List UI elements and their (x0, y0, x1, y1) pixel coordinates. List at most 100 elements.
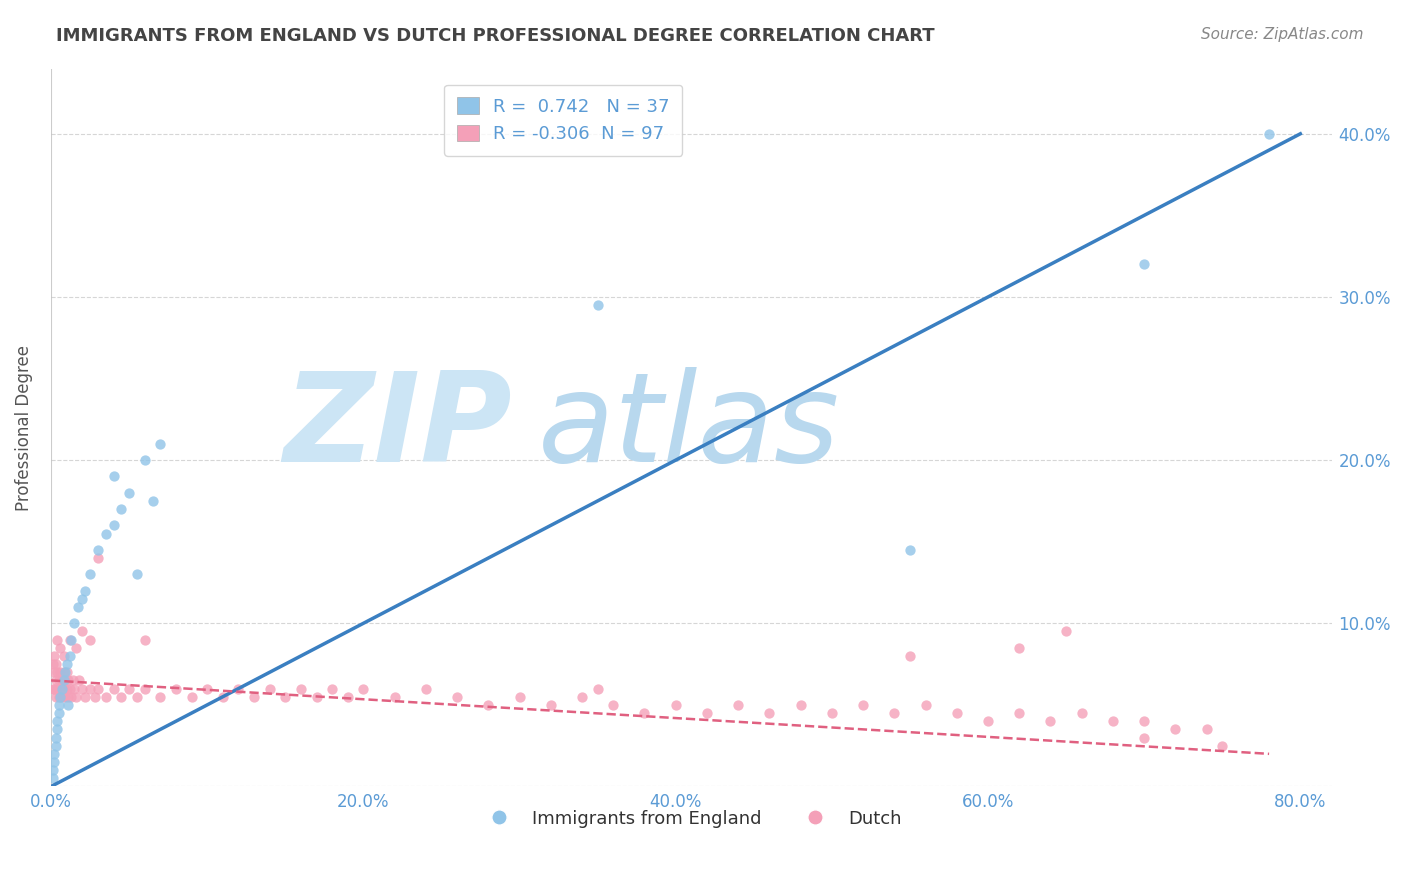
Point (59, 632, 82, 647)
Point (103, 681, 125, 696)
Point (72, 591, 94, 606)
Point (149, 690, 172, 704)
Point (45, 657, 67, 672)
Point (1133, 257, 1156, 271)
Point (67, 673, 90, 688)
Point (149, 437, 172, 451)
Point (195, 681, 218, 696)
Point (1211, 739, 1233, 753)
Point (49, 681, 72, 696)
Point (118, 485, 141, 500)
Legend: Immigrants from England, Dutch: Immigrants from England, Dutch (474, 803, 908, 835)
Point (1039, 714, 1062, 729)
Point (53, 690, 76, 704)
Point (602, 698, 624, 712)
Point (477, 698, 499, 712)
Point (58, 690, 80, 704)
Point (45, 690, 67, 704)
Point (134, 632, 156, 647)
Point (41, 657, 63, 672)
Point (321, 681, 343, 696)
Point (72, 681, 94, 696)
Point (46, 632, 69, 647)
Point (883, 706, 905, 720)
Point (1102, 714, 1125, 729)
Point (55, 657, 77, 672)
Point (62, 673, 84, 688)
Point (65, 690, 87, 704)
Point (41, 681, 63, 696)
Point (259, 681, 281, 696)
Point (118, 681, 141, 696)
Point (83, 690, 105, 704)
Point (898, 542, 921, 557)
Point (1133, 714, 1156, 729)
Point (51, 673, 73, 688)
Point (1054, 624, 1077, 639)
Point (49, 665, 72, 680)
Point (898, 648, 921, 663)
Point (165, 681, 187, 696)
Text: Source: ZipAtlas.com: Source: ZipAtlas.com (1201, 27, 1364, 42)
Point (87, 681, 110, 696)
Point (415, 681, 437, 696)
Point (211, 690, 233, 704)
Point (110, 502, 132, 516)
Point (384, 690, 406, 704)
Point (305, 690, 328, 704)
Point (125, 567, 148, 582)
Point (586, 681, 609, 696)
Point (65, 640, 87, 655)
Point (52, 673, 75, 688)
Point (63, 681, 86, 696)
Point (59, 681, 82, 696)
Point (44, 665, 66, 680)
Point (758, 706, 780, 720)
Point (1258, 127, 1281, 141)
Point (48, 690, 70, 704)
Point (290, 681, 312, 696)
Point (55, 665, 77, 680)
Point (59, 648, 82, 663)
Point (1008, 706, 1031, 720)
Point (228, 681, 250, 696)
Point (45, 673, 67, 688)
Point (945, 706, 967, 720)
Point (79, 567, 101, 582)
Point (58, 673, 80, 688)
Point (336, 690, 359, 704)
Point (52, 648, 75, 663)
Point (571, 690, 593, 704)
Point (79, 681, 101, 696)
Point (94, 690, 117, 704)
Point (142, 494, 165, 508)
Point (1195, 723, 1218, 737)
Point (79, 632, 101, 647)
Point (46, 665, 69, 680)
Point (727, 698, 749, 712)
Point (914, 698, 936, 712)
Point (48, 673, 70, 688)
Point (45, 739, 67, 753)
Point (125, 690, 148, 704)
Point (243, 690, 266, 704)
Point (41, 772, 63, 786)
Y-axis label: Professional Degree: Professional Degree (15, 344, 32, 510)
Point (180, 690, 202, 704)
Point (633, 706, 655, 720)
Point (53, 665, 76, 680)
Point (1070, 706, 1092, 720)
Point (509, 690, 531, 704)
Point (49, 690, 72, 704)
Point (72, 624, 94, 639)
Point (44, 681, 66, 696)
Point (51, 690, 73, 704)
Point (1164, 723, 1187, 737)
Point (58, 698, 80, 712)
Point (44, 648, 66, 663)
Point (48, 698, 70, 712)
Point (66, 599, 89, 614)
Point (352, 681, 374, 696)
Point (821, 706, 844, 720)
Point (103, 469, 125, 483)
